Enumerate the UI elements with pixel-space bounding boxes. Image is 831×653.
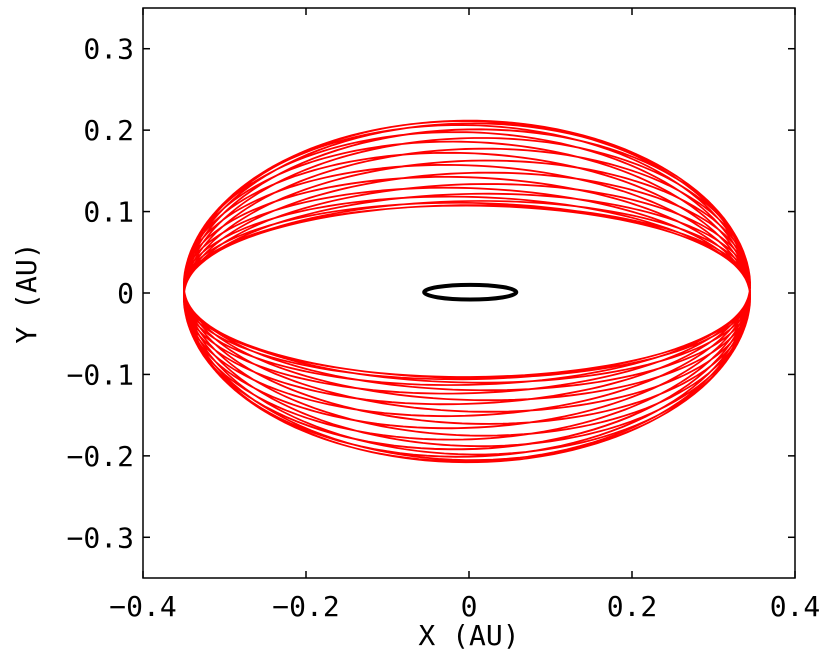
y-tick-label: −0.2 [67, 440, 134, 473]
y-tick-label: 0 [117, 277, 134, 310]
y-axis: −0.3 −0.2 −0.1 0 0.1 0.2 0.3 [67, 33, 795, 554]
x-tick-label: 0.4 [770, 590, 821, 623]
y-tick-label: −0.1 [67, 358, 134, 391]
y-tick-label: 0.1 [83, 196, 134, 229]
y-tick-label: 0.2 [83, 114, 134, 147]
plot-frame [142, 7, 796, 579]
x-axis: −0.4 −0.2 0 0.2 0.4 [109, 8, 820, 623]
series-black-orbit [422, 282, 519, 302]
x-tick-label: 0 [461, 590, 478, 623]
x-tick-label: 0.2 [607, 590, 658, 623]
x-tick-label: −0.2 [272, 590, 339, 623]
plot-area [182, 119, 752, 464]
x-axis-label: X (AU) [418, 619, 519, 652]
y-tick-label: 0.3 [83, 33, 134, 66]
series-red-orbit [182, 119, 752, 464]
y-tick-label: −0.3 [67, 521, 134, 554]
x-tick-label: −0.4 [109, 590, 176, 623]
y-axis-label: Y (AU) [10, 242, 43, 343]
